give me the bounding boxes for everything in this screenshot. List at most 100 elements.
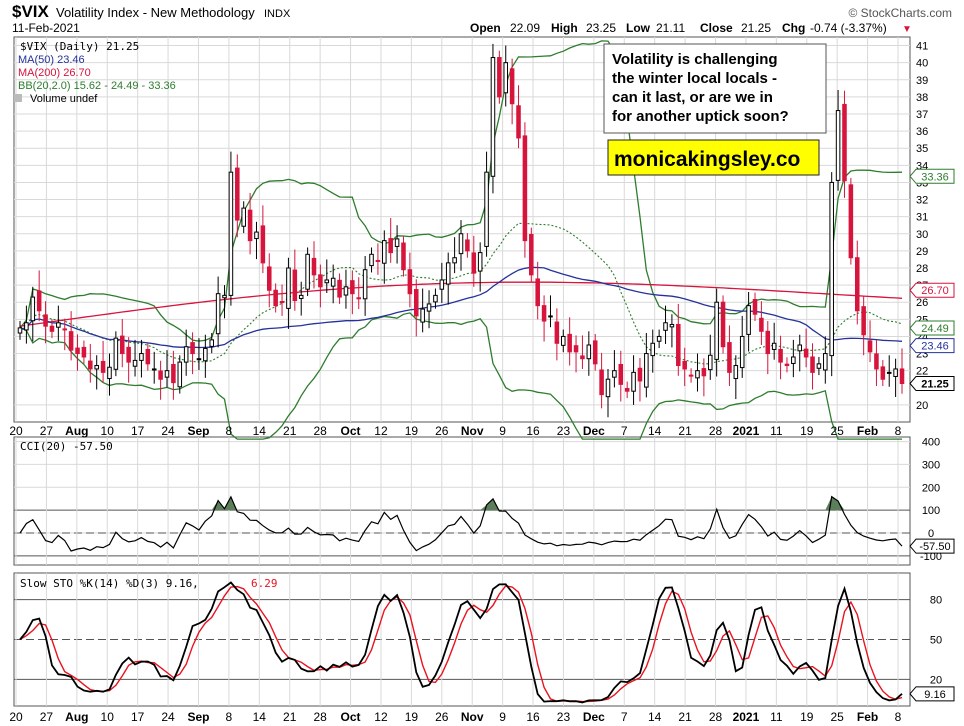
- stoch-y-tick: 20: [930, 674, 942, 686]
- x-tick-label-top: 27: [40, 424, 54, 438]
- price-y-tick: 20: [916, 400, 928, 412]
- candle-body: [509, 68, 515, 105]
- candle-body: [235, 167, 240, 221]
- candle-body: [452, 257, 457, 264]
- x-tick-label-top: 21: [678, 424, 692, 438]
- candle-body: [810, 356, 815, 373]
- x-tick-label-top: 24: [161, 424, 175, 438]
- tag-cci-box: [909, 538, 955, 554]
- x-tick-label-top: 2021: [733, 424, 760, 438]
- x-tick-label-top: 21: [283, 424, 297, 438]
- x-tick-label-top: 11: [770, 424, 783, 438]
- candle-body: [592, 340, 598, 365]
- x-tick-label-top: 12: [374, 424, 388, 438]
- x-tick-label-bottom: 26: [435, 710, 449, 724]
- price-legend: $VIX (Daily) 21.25 MA(50) 23.46 MA(200) …: [14, 40, 176, 105]
- candle-body: [490, 57, 496, 177]
- candle-body: [618, 364, 624, 385]
- price-y-tick: 38: [916, 92, 928, 104]
- x-tick-label-top: 8: [895, 424, 902, 438]
- candle-body: [746, 305, 751, 335]
- x-tick-label-top: 8: [226, 424, 233, 438]
- price-y-tick: 26: [916, 297, 928, 309]
- x-tick-label-bottom: 12: [374, 710, 388, 724]
- x-tick-label-bottom: Dec: [583, 710, 605, 724]
- legend-ma200: MA(200) 26.70: [18, 67, 91, 79]
- candle-body: [228, 171, 234, 296]
- candle-body: [30, 296, 36, 322]
- candle-body: [739, 335, 745, 369]
- x-tick-label-top: 16: [526, 424, 540, 438]
- candle-body: [203, 347, 208, 362]
- price-y-tick: 37: [916, 109, 928, 121]
- close-label: Close: [700, 21, 733, 35]
- x-tick-label-top: Aug: [65, 424, 88, 438]
- candle-body: [663, 322, 668, 331]
- volume-swatch: [14, 94, 22, 102]
- y-tick-labels: 2022232425262728293031323334353637383940…: [916, 41, 942, 687]
- candle-body: [797, 344, 803, 352]
- candle-body: [247, 209, 253, 242]
- tag-bb_mid-box: [909, 320, 955, 336]
- candle-body: [560, 335, 566, 346]
- x-tick-label-top: 9: [499, 424, 506, 438]
- candle-body: [433, 294, 438, 303]
- cci-line: [19, 495, 903, 552]
- candle-body: [842, 103, 847, 182]
- x-tick-label-bottom: 2021: [733, 710, 760, 724]
- x-tick-label-top: 14: [648, 424, 662, 438]
- candle-body: [695, 370, 700, 379]
- x-tick-label-top: 28: [313, 424, 327, 438]
- tag-cci-text: -57.50: [919, 541, 950, 553]
- x-tick-label-top: 25: [830, 424, 844, 438]
- stoch-label-d: 6.29: [251, 577, 278, 590]
- candle-body: [164, 370, 170, 378]
- cci-y-tick: 100: [922, 505, 940, 517]
- annotation-line-3: can it last, or are we in: [612, 89, 773, 106]
- candle-body: [273, 289, 278, 307]
- symbol: $VIX: [12, 2, 50, 21]
- tag-bb_upper-text: 33.36: [921, 171, 949, 183]
- price-y-tick: 29: [916, 246, 928, 258]
- candle-body: [190, 342, 195, 355]
- tag-bb_upper-box: [909, 168, 955, 184]
- cci-indicator: [19, 495, 903, 556]
- candle-body: [151, 368, 157, 371]
- candle-body: [707, 354, 713, 371]
- candle-body: [388, 238, 393, 254]
- candle-body: [458, 233, 464, 255]
- x-tick-label-bottom: 10: [101, 710, 115, 724]
- x-tick-label-bottom: Nov: [461, 710, 484, 724]
- candle-body: [36, 290, 42, 312]
- candle-body: [835, 110, 841, 181]
- price-y-tick: 35: [916, 143, 928, 155]
- price-y-tick: 22: [916, 366, 928, 378]
- candle-body: [145, 348, 151, 365]
- x-tick-label-bottom: 8: [226, 710, 233, 724]
- x-tick-label-bottom: Feb: [857, 710, 878, 724]
- x-tick-label-bottom: 17: [131, 710, 145, 724]
- brand-box: [607, 139, 820, 176]
- x-tick-label-top: 19: [800, 424, 814, 438]
- candle-body: [854, 257, 860, 312]
- candle-body: [139, 353, 144, 361]
- candle-body: [439, 279, 445, 290]
- candle-body: [624, 387, 630, 392]
- candle-body: [183, 346, 189, 363]
- x-tick-label-top: 19: [405, 424, 419, 438]
- candle-body: [861, 306, 866, 336]
- cci-y-tick: 0: [928, 528, 934, 540]
- tag-close-box: [909, 376, 955, 391]
- candle-body: [548, 315, 553, 318]
- x-tick-label-bottom: 8: [895, 710, 902, 724]
- candle-body: [484, 171, 489, 247]
- candle-body: [330, 277, 336, 287]
- candlesticks: [17, 43, 905, 418]
- open-value: 22.09: [510, 21, 540, 35]
- x-tick-label-top: 14: [253, 424, 267, 438]
- x-tick-label-top: Feb: [857, 424, 878, 438]
- cci-y-tick: 300: [922, 459, 940, 471]
- candle-body: [733, 365, 739, 380]
- candle-body: [311, 257, 317, 276]
